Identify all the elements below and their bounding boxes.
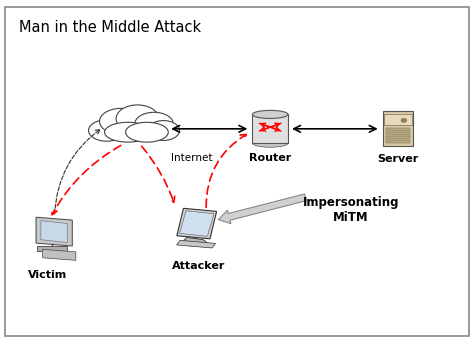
Ellipse shape xyxy=(147,121,180,140)
FancyBboxPatch shape xyxy=(386,140,410,143)
Ellipse shape xyxy=(100,108,142,134)
Ellipse shape xyxy=(252,111,288,118)
FancyBboxPatch shape xyxy=(384,114,412,125)
Polygon shape xyxy=(176,240,216,248)
FancyBboxPatch shape xyxy=(252,115,288,143)
Ellipse shape xyxy=(135,112,173,135)
Ellipse shape xyxy=(104,122,152,142)
Polygon shape xyxy=(177,208,217,239)
FancyBboxPatch shape xyxy=(5,7,469,336)
Polygon shape xyxy=(43,250,76,260)
Text: Man in the Middle Attack: Man in the Middle Attack xyxy=(19,20,201,35)
FancyBboxPatch shape xyxy=(386,128,410,131)
FancyBboxPatch shape xyxy=(386,132,410,135)
Text: Attacker: Attacker xyxy=(173,261,226,271)
Ellipse shape xyxy=(126,122,168,142)
Ellipse shape xyxy=(116,105,159,133)
Text: Router: Router xyxy=(249,153,292,162)
Circle shape xyxy=(401,118,407,122)
Ellipse shape xyxy=(89,120,125,141)
Text: Server: Server xyxy=(377,154,419,164)
FancyArrowPatch shape xyxy=(219,194,306,224)
Text: Impersonating
MiTM: Impersonating MiTM xyxy=(302,196,399,224)
Polygon shape xyxy=(180,211,214,236)
Text: Internet: Internet xyxy=(171,153,212,162)
Text: Victim: Victim xyxy=(28,270,67,279)
Polygon shape xyxy=(183,237,210,246)
FancyBboxPatch shape xyxy=(386,136,410,139)
Polygon shape xyxy=(41,221,67,243)
FancyBboxPatch shape xyxy=(37,246,67,251)
Polygon shape xyxy=(36,217,72,246)
FancyBboxPatch shape xyxy=(383,111,413,146)
Ellipse shape xyxy=(252,139,288,147)
